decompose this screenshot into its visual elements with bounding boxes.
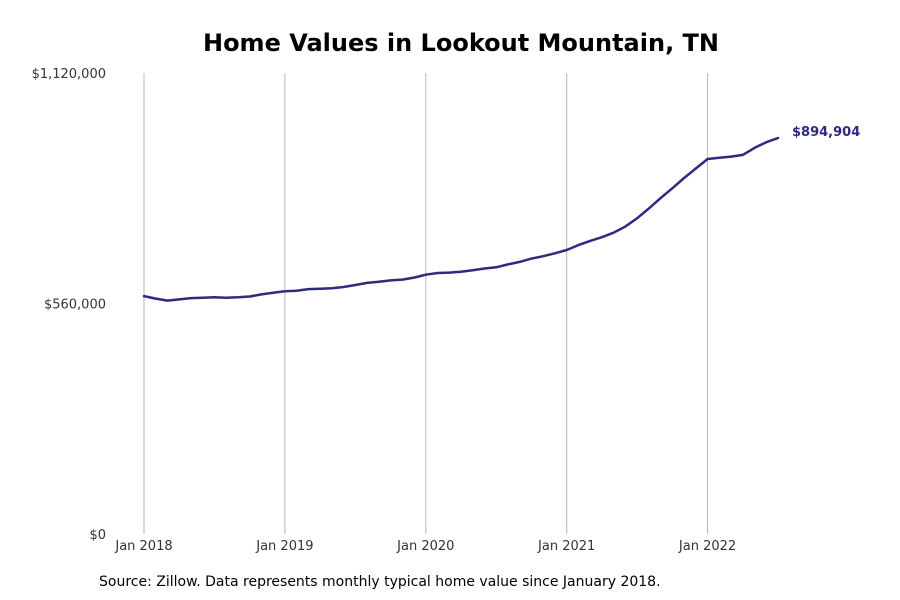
y-axis-ticks: $0 $560,000 $1,120,000: [32, 67, 106, 543]
end-value-label: $894,904: [792, 125, 860, 140]
x-tick-label: Jan 2019: [255, 539, 313, 554]
series-layer: $894,904: [142, 125, 860, 302]
y-tick-label: $1,120,000: [32, 67, 106, 82]
y-tick-label: $560,000: [44, 298, 106, 313]
grid-lines: [143, 73, 709, 534]
y-tick-label: $0: [89, 528, 106, 543]
x-axis-ticks: Jan 2018 Jan 2019 Jan 2020 Jan 2021 Jan 2022: [114, 539, 736, 554]
series-line: [142, 136, 780, 302]
source-note: Source: Zillow. Data represents monthly …: [99, 574, 661, 590]
x-tick-label: Jan 2021: [537, 539, 595, 554]
x-tick-label: Jan 2022: [678, 539, 736, 554]
chart-title: Home Values in Lookout Mountain, TN: [203, 29, 719, 57]
x-tick-label: Jan 2020: [396, 539, 454, 554]
x-tick-label: Jan 2018: [114, 539, 172, 554]
